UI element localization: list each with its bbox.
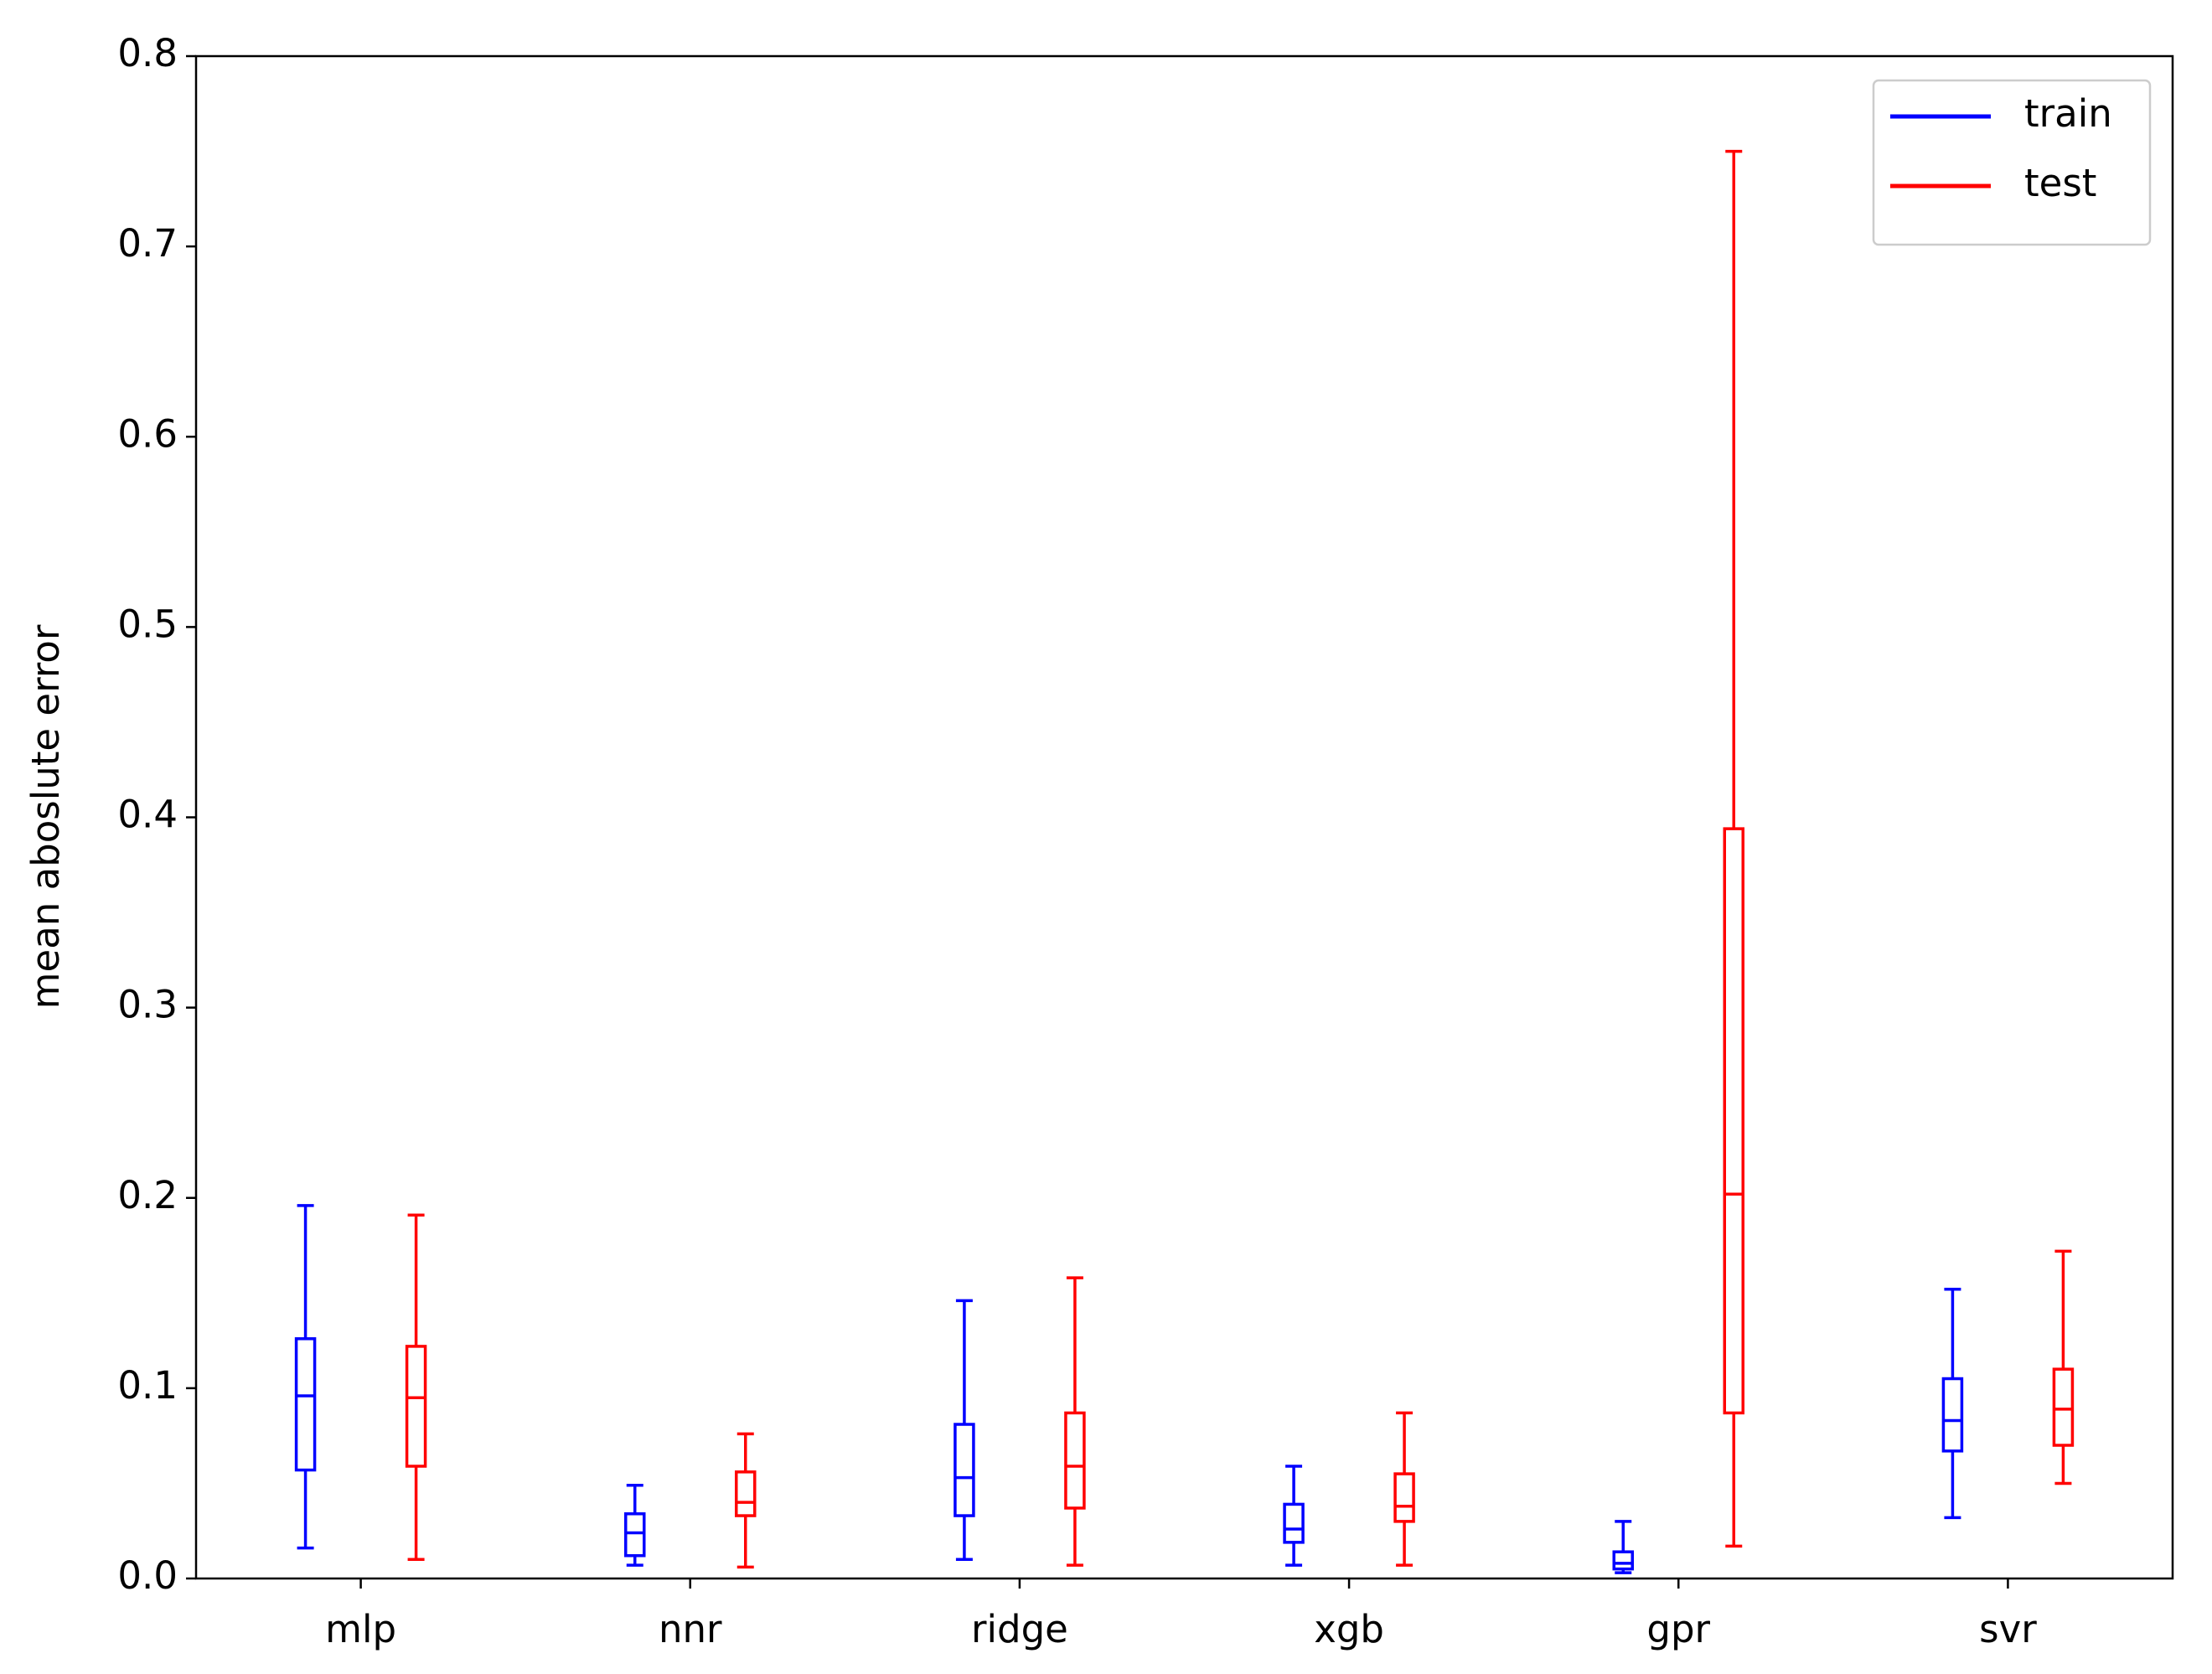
box [1393,1472,1415,1523]
y-tick-label: 0.3 [117,983,178,1027]
y-tick-label: 0.4 [117,793,178,837]
y-tick-label: 0.6 [117,411,178,456]
box [2052,1367,2075,1447]
x-tick-label: ridge [971,1607,1068,1651]
box [1612,1550,1634,1571]
box [405,1345,427,1468]
box [1283,1502,1305,1544]
legend-frame [1872,79,2152,246]
y-tick-label: 0.0 [117,1553,178,1598]
box [1723,827,1744,1415]
x-tick-label: nnr [659,1607,722,1651]
x-tick-label: xgb [1314,1607,1384,1651]
box [735,1470,757,1517]
legend-label: test [2024,161,2096,205]
y-axis-label: mean aboslute error [23,624,68,1009]
box [624,1512,646,1558]
x-tick-label: gpr [1646,1607,1710,1651]
box [294,1337,317,1472]
plot-frame [194,54,2174,1580]
y-tick-label: 0.2 [117,1173,178,1217]
legend-label: train [2024,91,2112,136]
box [1064,1411,1086,1510]
y-tick-label: 0.1 [117,1363,178,1408]
x-tick-label: svr [1979,1607,2037,1651]
y-tick-label: 0.5 [117,602,178,646]
x-tick-label: mlp [325,1607,396,1651]
box [1941,1377,1964,1453]
y-tick-label: 0.7 [117,221,178,266]
box [954,1423,975,1517]
y-tick-label: 0.8 [117,31,178,75]
